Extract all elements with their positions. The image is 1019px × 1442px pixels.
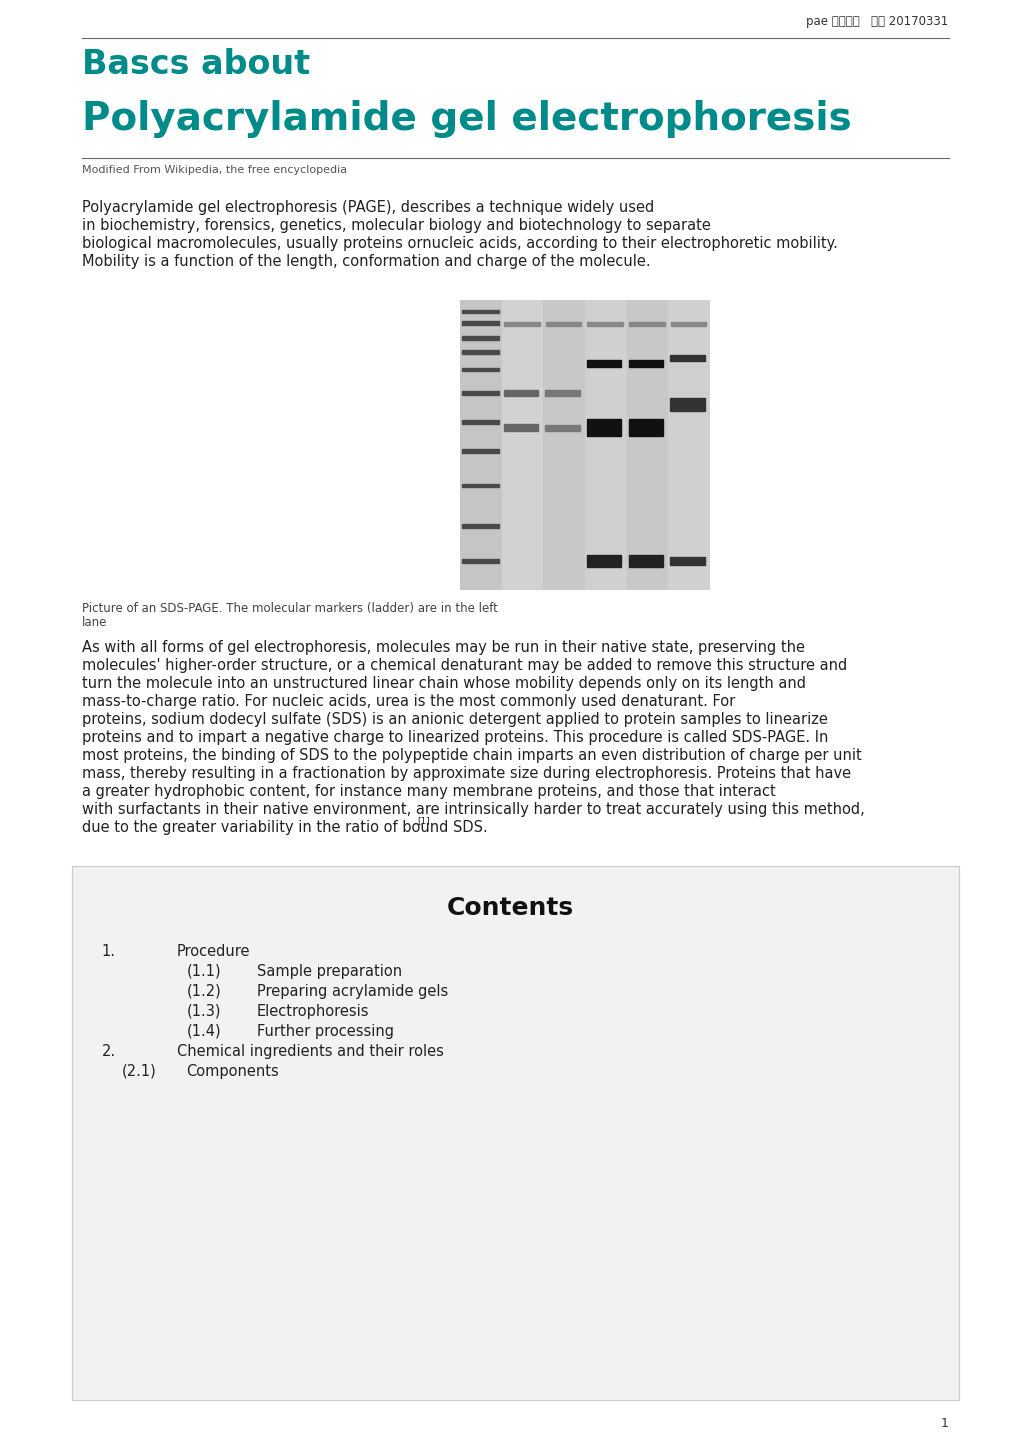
Bar [671,322,705,326]
Bar [545,322,581,326]
Text: 1: 1 [940,1417,948,1430]
Bar [628,360,662,368]
Text: with surfactants in their native environment, are intrinsically harder to treat : with surfactants in their native environ… [82,802,863,818]
Bar [462,483,498,487]
Text: Contents: Contents [446,895,573,920]
Text: pae 技术资料   编号 20170331: pae 技术资料 编号 20170331 [806,14,948,27]
Text: Chemical ingredients and their roles: Chemical ingredients and their roles [176,1044,443,1058]
Bar [543,300,585,590]
Bar [626,300,667,590]
Bar [462,336,498,339]
Text: 2.: 2. [102,1044,115,1058]
Text: mass-to-charge ratio. For nucleic acids, urea is the most commonly used denatura: mass-to-charge ratio. For nucleic acids,… [82,694,734,709]
Text: (1.2): (1.2) [186,983,221,999]
Text: As with all forms of gel electrophoresis, molecules may be run in their native s: As with all forms of gel electrophoresis… [82,640,804,655]
Text: molecules' higher-order structure, or a chemical denaturant may be added to remo: molecules' higher-order structure, or a … [82,658,846,673]
Text: (1.3): (1.3) [186,1004,221,1019]
Bar [501,300,543,590]
Text: Electrophoresis: Electrophoresis [257,1004,369,1019]
Bar [462,322,498,324]
Text: Polyacrylamide gel electrophoresis: Polyacrylamide gel electrophoresis [82,99,851,138]
Bar [462,310,498,313]
Text: mass, thereby resulting in a fractionation by approximate size during electropho: mass, thereby resulting in a fractionati… [82,766,850,782]
Text: 1.: 1. [102,945,115,959]
Text: lane: lane [82,616,107,629]
Bar [545,389,579,395]
Text: Picture of an SDS-PAGE. The molecular markers (ladder) are in the left: Picture of an SDS-PAGE. The molecular ma… [82,601,497,614]
Bar [585,300,626,590]
Text: biological macromolecules, usually proteins ornucleic acids, according to their : biological macromolecules, usually prote… [82,236,837,251]
Bar [462,448,498,453]
Bar [628,418,662,437]
Bar [628,555,662,567]
Bar [587,360,621,368]
Text: a greater hydrophobic content, for instance many membrane proteins, and those th: a greater hydrophobic content, for insta… [82,784,774,799]
Text: proteins, sodium dodecyl sulfate (SDS) is an anionic detergent applied to protei: proteins, sodium dodecyl sulfate (SDS) i… [82,712,826,727]
Text: turn the molecule into an unstructured linear chain whose mobility depends only : turn the molecule into an unstructured l… [82,676,805,691]
Text: Further processing: Further processing [257,1024,393,1040]
Bar [460,300,501,590]
Bar [587,418,621,437]
Bar [667,300,709,590]
Text: (1.1): (1.1) [186,965,221,979]
Bar [462,525,498,528]
Bar [587,322,623,326]
Text: Sample preparation: Sample preparation [257,965,401,979]
Text: due to the greater variability in the ratio of bound SDS.: due to the greater variability in the ra… [82,820,487,835]
Bar [462,559,498,562]
Bar [462,350,498,355]
Text: Polyacrylamide gel electrophoresis (PAGE), describes a technique widely used: Polyacrylamide gel electrophoresis (PAGE… [82,200,653,215]
Text: (2.1): (2.1) [121,1064,156,1079]
Bar [71,867,958,1400]
Text: Modified From Wikipedia, the free encyclopedia: Modified From Wikipedia, the free encycl… [82,164,346,174]
Text: in biochemistry, forensics, genetics, molecular biology and biotechnology to sep: in biochemistry, forensics, genetics, mo… [82,218,710,234]
Bar [462,368,498,372]
Text: most proteins, the binding of SDS to the polypeptide chain imparts an even distr: most proteins, the binding of SDS to the… [82,748,860,763]
Text: Components: Components [186,1064,279,1079]
Bar [503,389,537,397]
Bar [669,557,704,565]
Bar [629,322,664,326]
Bar [669,355,704,360]
Bar [503,322,539,326]
Text: Mobility is a function of the length, conformation and charge of the molecule.: Mobility is a function of the length, co… [82,254,649,270]
Text: Procedure: Procedure [176,945,250,959]
Bar [503,424,537,431]
Text: Bascs about: Bascs about [82,48,310,81]
Text: Preparing acrylamide gels: Preparing acrylamide gels [257,983,447,999]
Bar [587,555,621,567]
Bar [545,425,579,431]
Text: proteins and to impart a negative charge to linearized proteins. This procedure : proteins and to impart a negative charge… [82,730,827,746]
Text: [1]: [1] [417,816,430,825]
Bar [462,391,498,395]
Text: (1.4): (1.4) [186,1024,221,1040]
Bar [669,398,704,411]
Bar [462,420,498,424]
